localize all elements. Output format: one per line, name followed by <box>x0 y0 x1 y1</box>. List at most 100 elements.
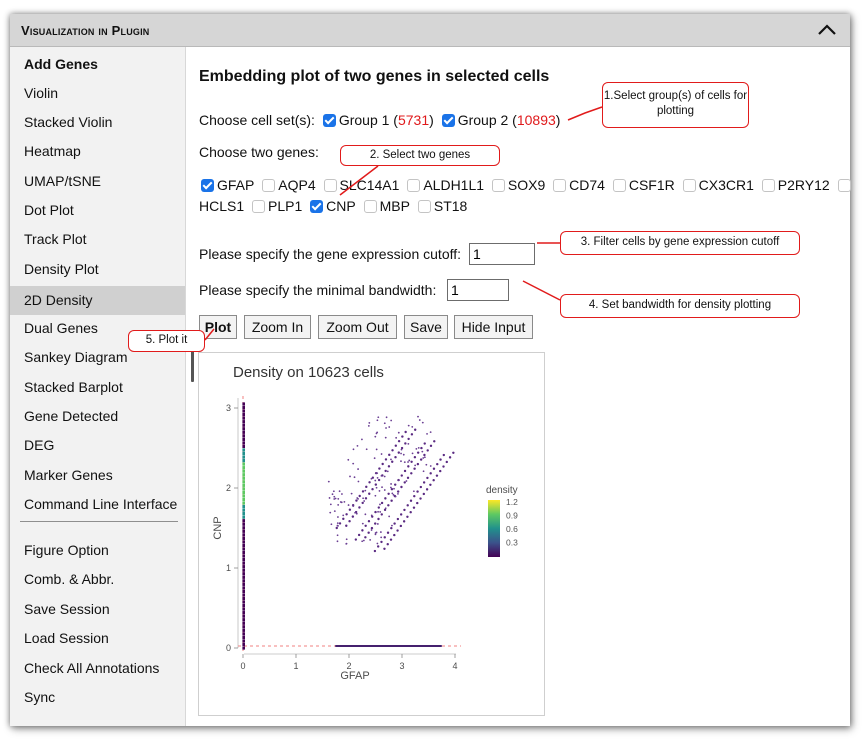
data-point <box>374 522 377 525</box>
data-point <box>375 486 378 489</box>
sidebar-item-comb-abbr[interactable]: Comb. & Abbr. <box>24 571 115 587</box>
gene-checkbox-p2ry12[interactable] <box>761 179 775 192</box>
data-point <box>374 532 377 534</box>
data-point <box>422 457 425 459</box>
data-point <box>242 508 245 512</box>
chevron-up-icon[interactable] <box>816 20 838 40</box>
sidebar-item-track-plot[interactable]: Track Plot <box>24 231 87 247</box>
group1-checkbox[interactable] <box>322 114 336 127</box>
gene-checkbox-slc14a1[interactable] <box>323 179 337 192</box>
data-point <box>242 444 245 449</box>
sidebar-item-sync[interactable]: Sync <box>24 689 56 705</box>
cutoff-input[interactable] <box>469 243 535 265</box>
data-point <box>364 536 367 539</box>
sidebar-item-density-plot[interactable]: Density Plot <box>24 261 99 277</box>
data-point <box>413 456 417 459</box>
data-point <box>383 547 386 550</box>
data-point <box>373 457 376 460</box>
gene-checkbox-aldh1l1[interactable] <box>407 179 421 192</box>
data-point <box>374 510 377 514</box>
gene-checkbox-cx3cr1[interactable] <box>682 179 696 192</box>
hide-input-button[interactable]: Hide Input <box>454 315 533 339</box>
data-point <box>375 432 378 435</box>
data-point <box>242 568 245 572</box>
gene-checkbox-plp1[interactable] <box>252 200 266 213</box>
gene-label: CX3CR1 <box>698 177 754 193</box>
data-point <box>376 472 379 475</box>
panel-title: Visualization in Plugin <box>21 23 150 38</box>
data-point <box>417 645 421 647</box>
gene-checkbox-sox9[interactable] <box>491 179 505 192</box>
data-point <box>377 510 379 513</box>
sidebar-item-save-session[interactable]: Save Session <box>24 601 110 617</box>
bandwidth-input[interactable] <box>447 279 509 301</box>
gene-checkbox-mbp[interactable] <box>363 200 377 213</box>
panel-header[interactable]: Visualization in Plugin <box>10 14 850 47</box>
gene-checkbox-cd74[interactable] <box>553 179 567 192</box>
data-point <box>242 451 245 456</box>
sidebar-item-sankey-diagram[interactable]: Sankey Diagram <box>24 349 128 365</box>
sidebar-item-umap-tsne[interactable]: UMAP/tSNE <box>24 173 102 189</box>
callout-select-groups: 1.Select group(s) of cells for plotting <box>602 82 749 128</box>
gene-checkbox-cnp[interactable] <box>310 200 324 213</box>
save-button[interactable]: Save <box>404 315 448 339</box>
data-point <box>413 428 417 431</box>
gene-checkbox-gfap[interactable] <box>201 179 214 192</box>
data-point <box>422 481 426 484</box>
data-point <box>348 508 352 511</box>
data-point <box>404 430 407 434</box>
data-point <box>415 447 418 450</box>
sidebar-item-violin[interactable]: Violin <box>24 85 58 101</box>
sidebar-item-command-line-interface[interactable]: Command Line Interface <box>24 496 178 512</box>
data-point <box>242 547 245 551</box>
data-point <box>242 628 245 632</box>
sidebar-item-load-session[interactable]: Load Session <box>24 630 109 646</box>
gene-label: PLP1 <box>268 198 303 214</box>
data-point <box>414 645 418 647</box>
data-point <box>410 472 413 475</box>
sidebar-item-marker-genes[interactable]: Marker Genes <box>24 467 113 483</box>
data-point <box>379 511 382 513</box>
sidebar-item-stacked-violin[interactable]: Stacked Violin <box>24 114 113 130</box>
data-point <box>385 645 389 647</box>
sidebar-item-gene-detected[interactable]: Gene Detected <box>24 408 119 424</box>
data-point <box>336 540 339 543</box>
sidebar-item-dot-plot[interactable]: Dot Plot <box>24 202 74 218</box>
data-point <box>242 483 245 487</box>
sidebar-item-dual-genes[interactable]: Dual Genes <box>24 320 98 336</box>
data-point <box>242 420 245 424</box>
data-point <box>329 503 332 506</box>
data-point <box>332 490 335 493</box>
sidebar-item-check-all-annotations[interactable]: Check All Annotations <box>24 660 160 676</box>
gene-checkbox-st18[interactable] <box>417 200 431 213</box>
data-point <box>412 506 416 509</box>
gene-checkbox-aqp4[interactable] <box>262 179 276 192</box>
data-point <box>380 513 383 516</box>
zoom-out-button[interactable]: Zoom Out <box>318 315 397 339</box>
sidebar-item-figure-option[interactable]: Figure Option <box>24 542 109 558</box>
data-point <box>242 413 245 417</box>
data-point <box>383 489 386 491</box>
data-point <box>242 405 245 410</box>
sidebar-item-heatmap[interactable]: Heatmap <box>24 143 81 159</box>
data-point <box>350 492 353 495</box>
sidebar-scrollbar[interactable] <box>191 344 194 382</box>
data-point <box>416 490 419 493</box>
sidebar-item-deg[interactable]: DEG <box>24 437 55 453</box>
gene-checkbox-csf1r[interactable] <box>612 179 626 192</box>
sidebar-item-add-genes[interactable]: Add Genes <box>24 56 98 72</box>
sidebar-item-stacked-barplot[interactable]: Stacked Barplot <box>24 379 123 395</box>
data-point <box>398 479 400 482</box>
data-point <box>397 451 400 454</box>
gene-checkbox-extra[interactable] <box>837 179 851 192</box>
cellset-row: Choose cell set(s): Group 1 (5731) Group… <box>199 112 561 128</box>
data-point <box>409 499 413 502</box>
data-point <box>364 489 367 492</box>
data-point <box>336 534 339 537</box>
sidebar-item-2d-density[interactable]: 2D Density <box>10 286 185 315</box>
genes-label: Choose two genes: <box>199 144 319 160</box>
group2-checkbox[interactable] <box>441 114 455 127</box>
zoom-in-button[interactable]: Zoom In <box>244 315 311 339</box>
data-point <box>387 492 390 496</box>
data-point <box>242 607 245 611</box>
